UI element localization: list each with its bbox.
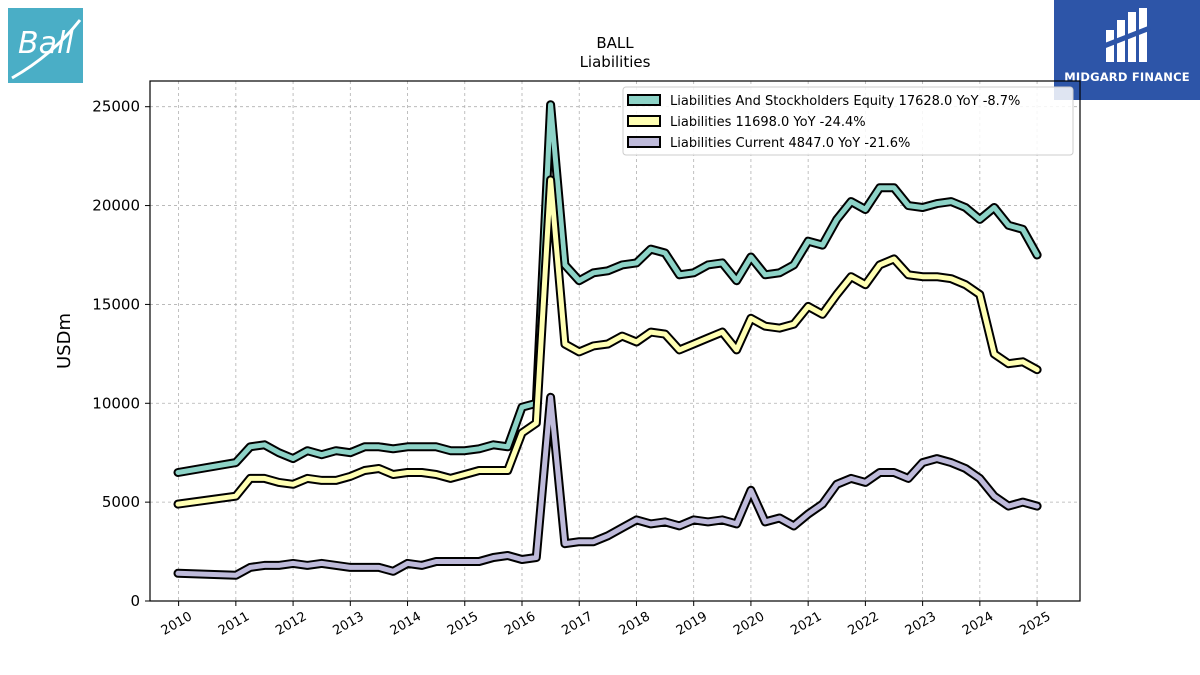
- legend-swatch-3: [627, 136, 661, 148]
- x-tick-label: 2022: [846, 609, 882, 639]
- ball-logo-mark: Ball: [11, 19, 82, 80]
- midgard-finance-logo-icon: MIDGARD FINANCE: [1054, 0, 1200, 100]
- x-tick-label: 2023: [903, 609, 939, 639]
- x-tick-label: 2020: [731, 609, 767, 639]
- x-tick-label: 2021: [788, 609, 824, 639]
- x-tick-label: 2012: [273, 609, 309, 639]
- x-tick-label: 2025: [1017, 609, 1053, 639]
- x-tick-label: 2013: [330, 609, 366, 639]
- legend-swatch-1: [627, 94, 661, 106]
- x-tick-label: 2017: [559, 609, 595, 639]
- x-tick-label: 2015: [445, 609, 481, 639]
- series-1-outline: [173, 100, 1042, 477]
- ball-logo-text: Ball: [18, 26, 74, 61]
- legend-label-2: Liabilities 11698.0 YoY -24.4%: [670, 115, 866, 130]
- x-tick-label: 2024: [960, 609, 996, 639]
- y-tick-label: 0: [130, 592, 140, 610]
- series-3-outline: [173, 392, 1042, 580]
- axes: 0 5000 10000 15000 20000 25000 2010 2011 2012 201…: [92, 98, 1053, 639]
- x-tick-label: 2014: [388, 609, 424, 639]
- x-tick-label: 2018: [617, 609, 653, 639]
- legend-box: [622, 86, 1074, 156]
- legend-swatch-2: [627, 115, 661, 127]
- legend-label-1: Liabilities And Stockholders Equity 1762…: [670, 94, 1020, 109]
- chart-subtitle: Liabilities: [580, 53, 651, 71]
- legend: Liabilities And Stockholders Equity 1762…: [622, 86, 1074, 156]
- series-layer: [173, 100, 1042, 580]
- midgard-finance-logo-text: MIDGARD FINANCE: [1064, 70, 1190, 84]
- x-tick-label: 2010: [159, 609, 195, 639]
- y-tick-label: 20000: [92, 197, 140, 215]
- chart-title: BALL: [596, 34, 634, 52]
- midgard-finance-mark: [1103, 8, 1151, 62]
- y-tick-label: 25000: [92, 98, 140, 116]
- series-3-line: [175, 394, 1040, 578]
- y-tick-label: 15000: [92, 295, 140, 313]
- x-tick-label: 2019: [674, 609, 710, 639]
- series-1-line: [175, 102, 1040, 475]
- y-tick-label: 5000: [102, 493, 140, 511]
- y-axis-label: USDm: [54, 313, 75, 369]
- x-tick-label: 2011: [216, 609, 252, 639]
- ball-logo-icon: Ball: [8, 8, 83, 83]
- plot-frame: [149, 80, 1081, 602]
- series-2-line: [175, 177, 1040, 507]
- x-tick-label: 2016: [502, 609, 538, 639]
- y-tick-label: 10000: [92, 394, 140, 412]
- legend-label-3: Liabilities Current 4847.0 YoY -21.6%: [670, 136, 910, 151]
